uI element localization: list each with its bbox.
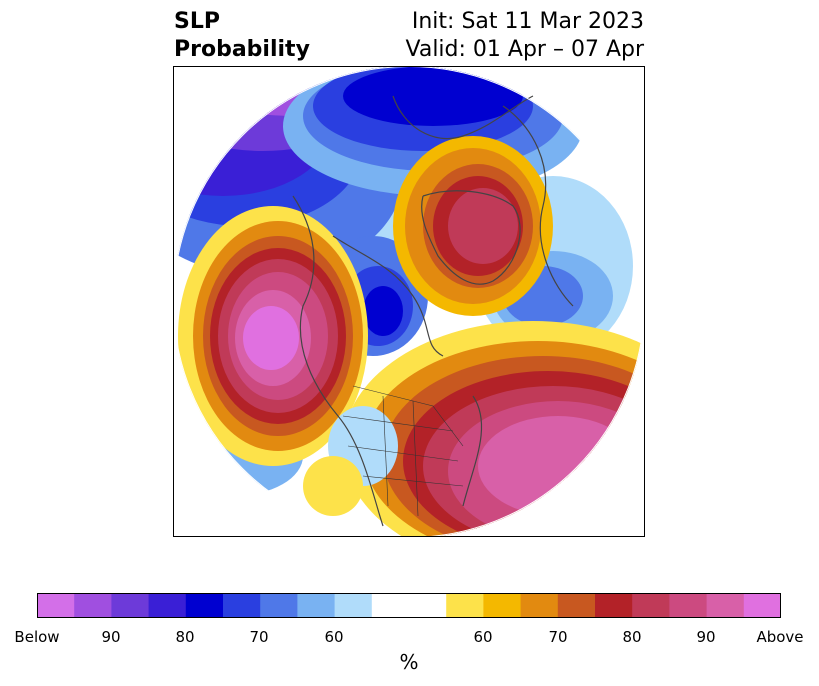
colorbar-tick-label: 90 [101,628,121,646]
title-field: Probability [174,37,310,62]
init-date: Init: Sat 11 Mar 2023 [411,9,644,34]
colorbar-tick-label: 80 [175,628,195,646]
map-svg [173,66,645,537]
polar-map [173,66,645,537]
colorbar-tick-label: Above [756,628,804,646]
colorbar-svg [37,593,782,618]
colorbar-bin [446,593,484,618]
state-borders [342,385,464,517]
colorbar-bin [409,593,447,618]
colorbar-bin [223,593,261,618]
title-left: SLP Probability [174,8,310,64]
colorbar-border [37,593,781,618]
colorbar-bin [557,593,596,618]
anomaly-field [173,66,645,537]
colorbar-bin [595,593,633,618]
colorbar [37,593,782,618]
valid-range: Valid: 01 Apr – 07 Apr [405,37,645,62]
colorbar-tick-label: 90 [696,628,716,646]
colorbar-tick-label: 70 [548,628,568,646]
colorbar-bin [520,593,559,618]
colorbar-tick-label: Below [14,628,60,646]
coastlines [292,95,574,527]
colorbar-unit: % [399,650,419,674]
colorbar-bin [334,593,373,618]
colorbar-bin [185,593,224,618]
colorbar-bin [297,593,336,618]
colorbar-bin [743,593,782,618]
title-variable: SLP [174,9,220,34]
colorbar-tick-label: 60 [473,628,493,646]
title-right: Init: Sat 11 Mar 2023 Valid: 01 Apr – 07… [406,8,645,64]
colorbar-tick-label: 70 [249,628,269,646]
colorbar-bin [148,593,187,618]
colorbar-bin [37,593,75,618]
colorbar-bin [706,593,745,618]
colorbar-bin [371,593,410,618]
colorbar-bin [260,593,298,618]
colorbar-tick-label: 80 [622,628,642,646]
colorbar-bin [669,593,708,618]
colorbar-bin [74,593,112,618]
colorbar-bin [111,593,150,618]
colorbar-tick-label: 60 [324,628,344,646]
colorbar-bin [483,593,522,618]
colorbar-bin [632,593,670,618]
